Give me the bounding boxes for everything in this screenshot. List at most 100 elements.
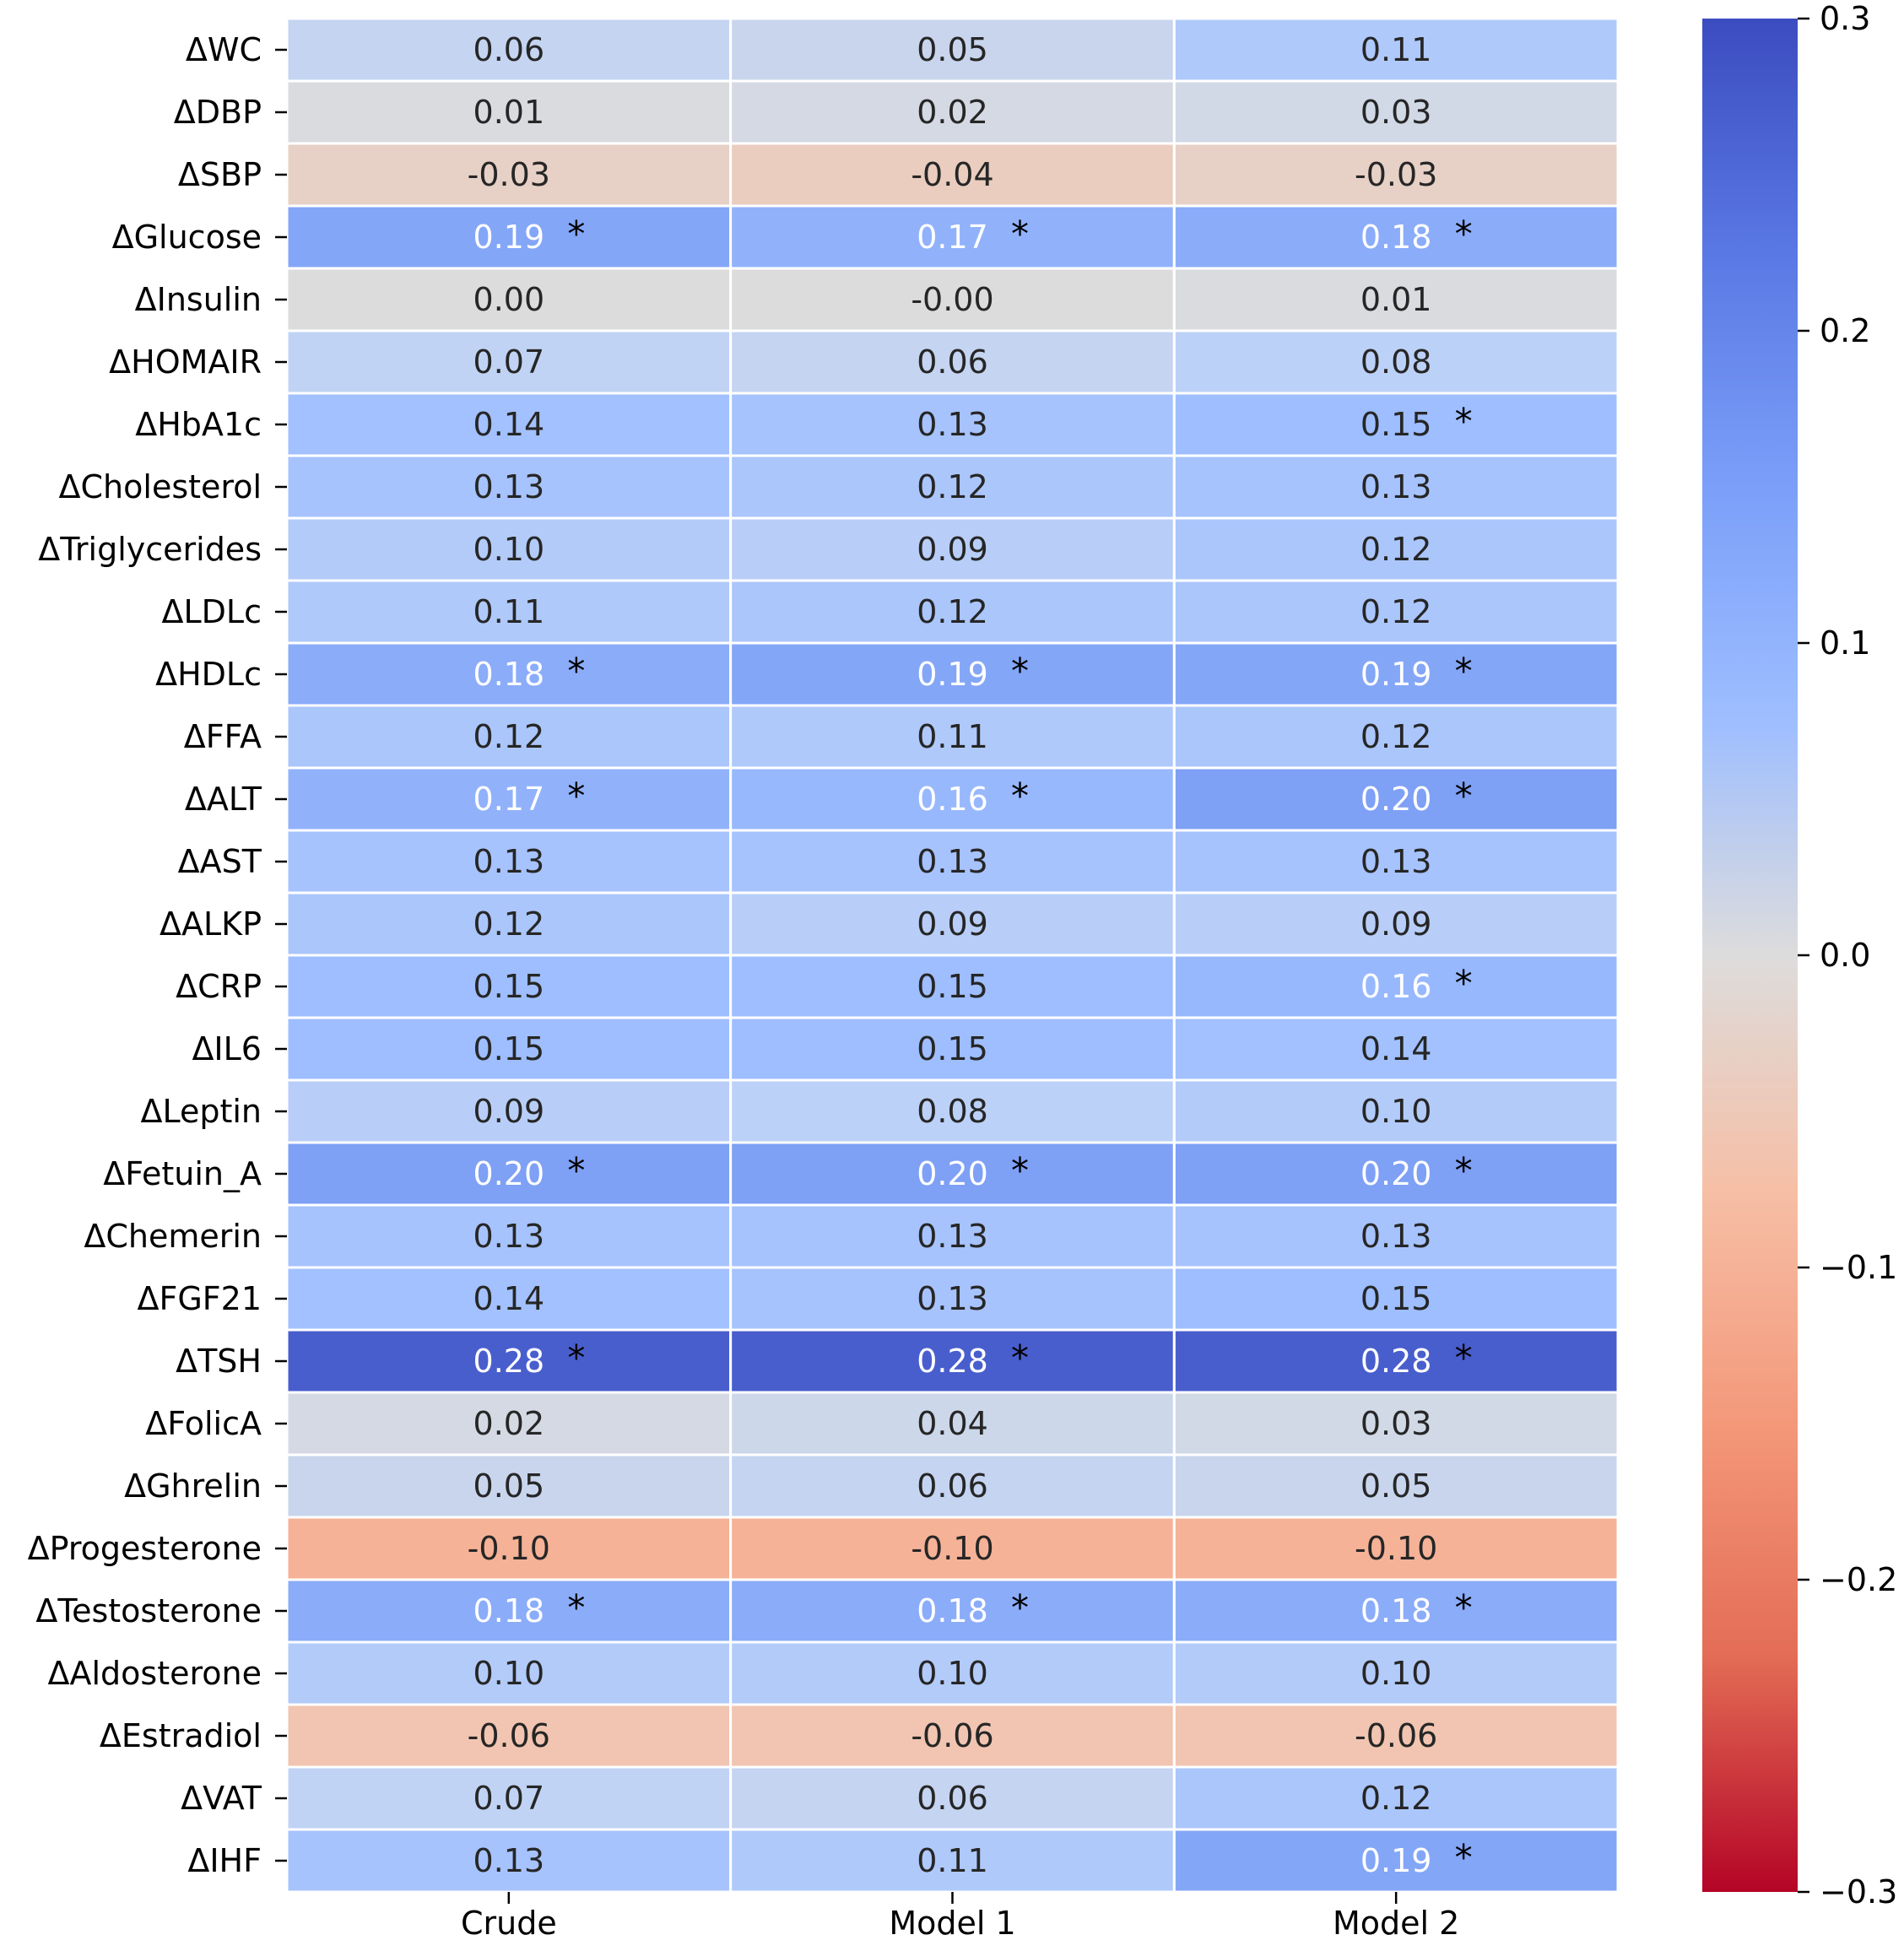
heatmap-cell	[285, 1016, 733, 1082]
cell-value-label: 0.12	[1360, 1780, 1432, 1817]
significance-marker: *	[1455, 213, 1473, 255]
cell-value-label: 0.17	[473, 781, 545, 818]
cell-value-label: 0.18	[1360, 1592, 1432, 1629]
row-label: ΔChemerin	[84, 1218, 262, 1255]
significance-marker: *	[1011, 776, 1029, 817]
significance-marker: *	[1011, 1338, 1029, 1379]
row-label: ΔWC	[186, 31, 262, 68]
heatmap-cell	[1172, 1391, 1620, 1456]
cell-value-label: 0.07	[473, 343, 545, 381]
heatmap-cell	[729, 1391, 1176, 1456]
cell-value-label: 0.14	[1360, 1030, 1432, 1067]
cell-value-label: 0.13	[1360, 843, 1432, 880]
heatmap-cell	[285, 392, 733, 457]
row-label: ΔHDLc	[155, 656, 262, 693]
heatmap-cell	[1172, 704, 1620, 770]
heatmap-cell	[285, 766, 733, 832]
cell-value-label: 0.09	[917, 531, 988, 568]
heatmap-cell	[1172, 1765, 1620, 1831]
column-labels: Crude Model 1 Model 2	[461, 1892, 1459, 1942]
cell-value-label: 0.09	[1360, 905, 1432, 943]
cell-value-label: 0.13	[473, 843, 545, 880]
cell-value-label: 0.03	[1360, 1405, 1432, 1442]
cell-value-label: 0.20	[473, 1155, 545, 1192]
heatmap-cell	[1172, 1078, 1620, 1144]
cell-value-label: 0.04	[917, 1405, 988, 1442]
significance-marker: *	[1011, 213, 1029, 255]
cell-value-label: 0.28	[473, 1343, 545, 1380]
significance-marker: *	[1455, 401, 1473, 442]
cell-value-label: -0.10	[468, 1530, 550, 1567]
cell-value-label: 0.07	[473, 1780, 545, 1817]
cell-value-label: 0.19	[473, 219, 545, 256]
significance-marker: *	[1455, 963, 1473, 1004]
significance-marker: *	[1455, 1587, 1473, 1629]
colorbar-ticks: 0.3 0.2 0.1 0.0 −0.1 −0.2 −0.3	[1798, 0, 1897, 1910]
heatmap-cell	[729, 17, 1176, 83]
cell-value-label: 0.12	[1360, 718, 1432, 755]
cell-value-label: 0.11	[473, 593, 545, 630]
colorbar-tick-label: 0.1	[1820, 624, 1870, 662]
cell-value-label: 0.10	[473, 531, 545, 568]
cell-value-label: 0.01	[1360, 281, 1432, 318]
heatmap-cell	[729, 1016, 1176, 1082]
colorbar-tick-label: 0.0	[1820, 937, 1870, 974]
cell-value-label: 0.13	[473, 1842, 545, 1879]
cell-value-label: 0.12	[917, 468, 988, 505]
row-label: ΔCRP	[176, 968, 262, 1005]
heatmap-cell	[285, 829, 733, 894]
row-label: ΔTriglycerides	[38, 531, 262, 568]
row-label: ΔFolicA	[145, 1405, 262, 1442]
cell-value-label: -0.03	[1355, 156, 1437, 193]
row-label: ΔAST	[178, 843, 262, 880]
cell-value-label: 0.13	[917, 843, 988, 880]
significance-marker: *	[567, 1587, 585, 1629]
cell-value-label: 0.12	[1360, 593, 1432, 630]
significance-marker: *	[1455, 1150, 1473, 1192]
heatmap-cell	[1172, 1328, 1620, 1394]
row-label: ΔFetuin_A	[103, 1155, 262, 1192]
cell-value-label: 0.15	[917, 968, 988, 1005]
cell-value-label: 0.15	[1360, 406, 1432, 443]
heatmap-cell	[729, 1516, 1176, 1581]
cell-value-label: 0.13	[917, 1218, 988, 1255]
cell-value-label: 0.18	[1360, 219, 1432, 256]
cell-value-label: 0.10	[1360, 1093, 1432, 1130]
heatmap-cell-labels: 0.06 0.05 0.11 0.01 0.02 0.03 -0.03 -0.04 -0.03 0…	[468, 31, 1473, 1879]
heatmap-cell	[1172, 454, 1620, 520]
cell-value-label: 0.06	[917, 1467, 988, 1505]
heatmap-cell	[729, 1703, 1176, 1769]
heatmap-cell	[285, 1453, 733, 1519]
row-label: ΔTSH	[176, 1343, 262, 1380]
heatmap-cell	[1172, 1640, 1620, 1706]
heatmap-cell	[1172, 1578, 1620, 1644]
heatmap-cell	[1172, 329, 1620, 395]
heatmap-cell	[1172, 1516, 1620, 1581]
colorbar-tick-label: −0.3	[1820, 1873, 1897, 1910]
column-label: Crude	[461, 1905, 557, 1942]
row-label: ΔGlucose	[112, 219, 262, 256]
heatmap-cell	[285, 1765, 733, 1831]
cell-value-label: 0.18	[917, 1592, 988, 1629]
cell-value-label: 0.06	[473, 31, 545, 68]
cell-value-label: 0.14	[473, 1280, 545, 1317]
row-label: ΔCholesterol	[59, 468, 262, 505]
heatmap-cell	[285, 579, 733, 645]
significance-marker: *	[1455, 651, 1473, 692]
heatmap-cell	[1172, 641, 1620, 707]
cell-value-label: -0.04	[911, 156, 993, 193]
cell-value-label: 0.15	[917, 1030, 988, 1067]
heatmap-cell	[285, 891, 733, 957]
cell-value-label: -0.06	[1355, 1717, 1437, 1754]
heatmap-cell	[729, 1828, 1176, 1894]
cell-value-label: 0.11	[917, 718, 988, 755]
heatmap-cell	[729, 954, 1176, 1019]
cell-value-label: 0.19	[1360, 1842, 1432, 1879]
row-label: ΔDBP	[174, 94, 262, 131]
cell-value-label: -0.06	[911, 1717, 993, 1754]
cell-value-label: 0.06	[917, 1780, 988, 1817]
row-label: ΔHOMAIR	[109, 343, 262, 381]
cell-value-label: -0.06	[468, 1717, 550, 1754]
heatmap-cell	[285, 641, 733, 707]
row-label: ΔGhrelin	[124, 1467, 262, 1505]
